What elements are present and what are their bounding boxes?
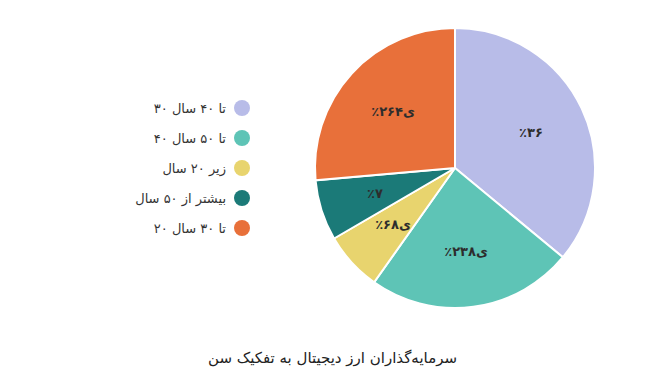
data-label: ٪۶ی۸ bbox=[375, 217, 411, 232]
data-label: ٪۲۶ی۴ bbox=[371, 104, 415, 119]
slices bbox=[315, 28, 595, 308]
chart-container: ٪۳۶ ٪۲۳ی۸ ٪۶ی۸ ٪۷ ٪۲۶ی۴ ۳۰ تا ۴۰ سال ۴۰ تا ۵۰ … bbox=[0, 0, 665, 376]
chart: ٪۳۶ ٪۲۳ی۸ ٪۶ی۸ ٪۷ ٪۲۶ی۴ ۳۰ تا ۴۰ سال ۴۰ تا ۵۰ … bbox=[0, 0, 665, 376]
legend-label: ۲۰ تا ۳۰ سال bbox=[154, 221, 227, 236]
legend-swatch bbox=[234, 100, 250, 116]
legend-swatch bbox=[234, 220, 250, 236]
legend: ۳۰ تا ۴۰ سال ۴۰ تا ۵۰ سال زیر ۲۰ سال بیشتر … bbox=[135, 100, 250, 236]
legend-label: بیشتر از ۵۰ سال bbox=[135, 191, 226, 207]
legend-label: ۳۰ تا ۴۰ سال bbox=[154, 101, 227, 116]
legend-label: زیر ۲۰ سال bbox=[162, 161, 226, 177]
data-label: ٪۳۶ bbox=[519, 125, 543, 140]
legend-swatch bbox=[234, 190, 250, 206]
legend-swatch bbox=[234, 130, 250, 146]
chart-title: سرمایه‌گذاران ارز دیجیتال به تفکیک سن bbox=[208, 349, 457, 367]
legend-label: ۴۰ تا ۵۰ سال bbox=[154, 131, 227, 146]
data-label: ٪۷ bbox=[367, 186, 383, 201]
data-label: ٪۲۳ی۸ bbox=[444, 244, 488, 259]
data-labels: ٪۳۶ ٪۲۳ی۸ ٪۶ی۸ ٪۷ ٪۲۶ی۴ bbox=[367, 104, 543, 259]
pie-slice bbox=[315, 28, 455, 180]
legend-swatch bbox=[234, 160, 250, 176]
